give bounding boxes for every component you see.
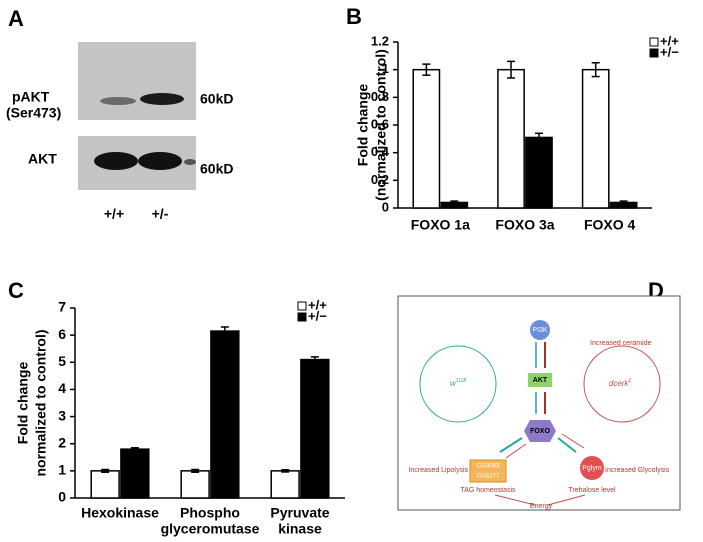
annotation: Trehalose level	[568, 487, 616, 494]
y-tick-label: 0.6	[371, 116, 389, 131]
annotation: Energy	[530, 503, 553, 510]
x-tick-label: FOXO 1a	[411, 217, 470, 233]
node-label: CG8093	[477, 464, 500, 470]
legend-label: +/−	[660, 44, 679, 59]
x-tick-label: kinase	[278, 521, 322, 537]
genotype-base: w	[450, 379, 457, 388]
lane-label: +/-	[152, 206, 169, 222]
x-tick-label: Phospho	[180, 505, 240, 521]
inhibition	[561, 433, 585, 449]
band	[140, 93, 184, 105]
genotype-base: dcerk	[609, 379, 630, 388]
annotation: Increased ceramide	[590, 340, 652, 347]
legend-label: +/−	[308, 308, 327, 323]
y-tick-label: 1.2	[371, 33, 389, 48]
x-tick-label: FOXO 3a	[495, 217, 554, 233]
node	[524, 420, 556, 442]
x-tick-label: Pyruvate	[270, 505, 329, 521]
y-tick-label: 0	[382, 199, 389, 214]
node	[530, 320, 550, 340]
bar	[180, 470, 210, 499]
node-label: PI3K	[532, 327, 548, 334]
bar	[210, 330, 240, 499]
genotype-sup: 1	[628, 378, 631, 384]
y-axis-label: normalized to control)	[33, 330, 49, 477]
band	[100, 97, 136, 105]
y-tick-label: 3	[58, 407, 66, 423]
bar	[90, 470, 120, 499]
bar	[581, 68, 610, 209]
legend-swatch	[297, 301, 307, 311]
legend-label: +/+	[660, 33, 679, 48]
panel-label: B	[346, 4, 362, 29]
bar	[497, 68, 525, 209]
legend-swatch	[649, 37, 659, 47]
size-label: 60kD	[200, 161, 233, 177]
node-label: CG6277	[477, 474, 500, 480]
x-tick-label: glyceromutase	[161, 521, 260, 537]
y-axis-label: (normalized to control)	[373, 49, 389, 201]
y-axis-label: Fold change	[355, 84, 371, 167]
band	[184, 159, 196, 165]
node	[580, 456, 604, 480]
bar	[300, 358, 330, 499]
bar	[525, 136, 553, 209]
y-tick-label: 4	[58, 380, 66, 396]
y-tick-label: 5	[58, 353, 66, 369]
node-label: FOXO	[530, 428, 550, 435]
node-label: AKT	[533, 377, 548, 384]
diagram: w1118 dcerk1 PI3K Increased ceramide AKT…	[397, 295, 681, 511]
panel-label: A	[8, 6, 24, 31]
y-axis-label: Fold change	[15, 362, 31, 445]
y-tick-label: 0.2	[371, 172, 389, 187]
y-tick-label: 6	[58, 326, 66, 342]
blot: pAKT (Ser473) 60kD AKT 60kD +/+ +/-	[6, 42, 233, 222]
circle	[419, 345, 497, 423]
node	[528, 373, 552, 387]
inhibition	[505, 443, 527, 459]
annotation: TAG homeostasis	[460, 487, 516, 494]
y-tick-label: 1	[382, 61, 389, 76]
band	[94, 152, 138, 170]
annotation: Increased Glycolysis	[605, 467, 670, 474]
bar	[120, 448, 150, 499]
annotation: Increased Lipolysis	[408, 467, 468, 474]
arrow	[494, 494, 536, 506]
y-tick-label: 0.4	[371, 144, 390, 159]
genotype: w1118	[450, 378, 466, 388]
size-label: 60kD	[200, 91, 233, 107]
legend-label: +/+	[308, 297, 327, 312]
lane-label: +/+	[104, 206, 124, 222]
bar	[412, 68, 441, 209]
blot-label: pAKT	[12, 89, 50, 105]
bar	[270, 470, 300, 499]
node	[469, 459, 507, 483]
y-tick-label: 0	[58, 489, 66, 505]
y-tick-label: 0.8	[371, 89, 389, 104]
y-tick-label: 2	[58, 434, 66, 450]
inhibition	[557, 437, 577, 453]
x-tick-label: FOXO 4	[584, 217, 636, 233]
legend-swatch	[297, 312, 307, 322]
band	[138, 152, 182, 170]
inhibition	[499, 437, 523, 453]
y-tick-label: 7	[58, 299, 66, 315]
genotype-sup: 1118	[456, 378, 467, 384]
arrow	[547, 494, 586, 506]
blot-membrane	[78, 42, 196, 120]
circle	[583, 345, 661, 423]
node-label: Pglym	[582, 465, 602, 472]
genotype: dcerk1	[609, 378, 632, 388]
blot-label: (Ser473)	[6, 105, 61, 121]
x-tick-label: Hexokinase	[81, 505, 159, 521]
y-tick-label: 1	[58, 462, 66, 478]
blot-label: AKT	[28, 151, 57, 167]
legend-swatch	[649, 48, 659, 58]
panel-label: C	[8, 278, 24, 303]
